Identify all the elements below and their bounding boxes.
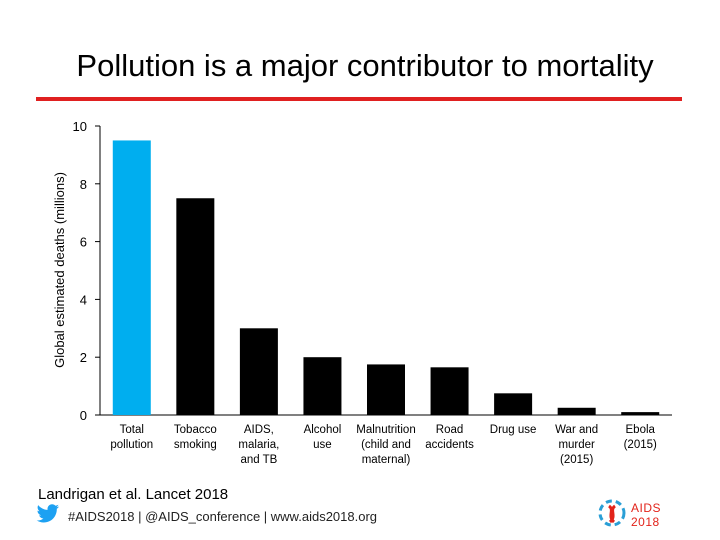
title-underline [36, 97, 682, 101]
x-category-label: AIDS, malaria, and TB [238, 424, 280, 466]
footer-text: #AIDS2018 | @AIDS_conference | www.aids2… [68, 508, 378, 524]
bar [621, 412, 660, 415]
bar-chart: Global estimated deaths (millions) 0 2 4 6 8… [52, 119, 672, 423]
y-tick-label: 4 [80, 292, 87, 307]
bar [176, 198, 215, 415]
y-axis-label: Global estimated deaths (millions) [52, 172, 67, 368]
citation: Landrigan et al. Lancet 2018 [38, 486, 229, 503]
x-category-label: Drug use [489, 424, 537, 436]
bar [430, 367, 469, 415]
bar [303, 357, 342, 415]
y-tick-label: 10 [73, 119, 87, 134]
aids2018-logo-icon [597, 498, 627, 533]
x-category-label: Road accidents [425, 424, 474, 451]
x-category-label: Total pollution [110, 424, 154, 451]
slide-title: Pollution is a major contributor to mort… [76, 48, 654, 83]
footer: #AIDS2018 | @AIDS_conference | www.aids2… [36, 503, 378, 529]
y-tick-label: 8 [80, 177, 87, 192]
x-category-label: Alcohol use [303, 424, 342, 451]
bar [112, 140, 151, 415]
aids2018-logo: AIDS 2018 [597, 498, 689, 532]
twitter-bird-icon [36, 503, 60, 529]
x-category-label: Ebola (2015) [623, 424, 657, 451]
y-tick-label: 2 [80, 350, 87, 365]
x-category-label: War and murder (2015) [555, 424, 599, 466]
bar [367, 364, 405, 415]
bar [239, 328, 278, 415]
bar [557, 407, 596, 415]
bar [494, 393, 533, 415]
logo-text: AIDS 2018 [631, 501, 662, 529]
y-tick-label: 6 [80, 235, 87, 250]
x-category-label: Malnutrition (child and maternal) [356, 424, 416, 466]
y-tick-label: 0 [80, 408, 87, 423]
x-category-label: Tobacco smoking [173, 424, 217, 451]
